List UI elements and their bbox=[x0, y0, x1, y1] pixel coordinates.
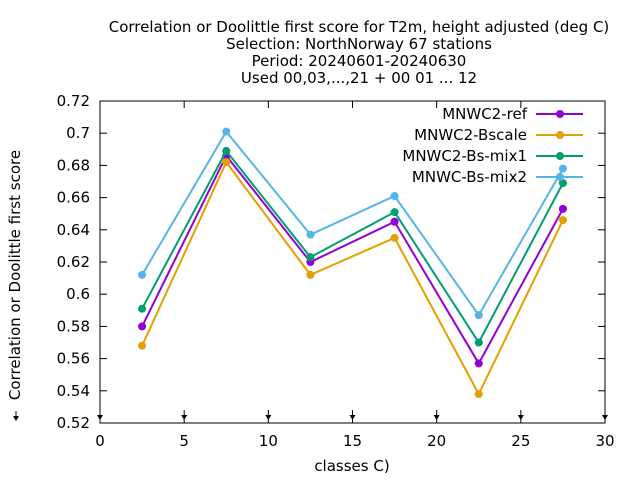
y-axis: 0.52 0.54 0.56 0.58 0.6 0.62 0.64 0.66 0.68 0.7 0.… bbox=[57, 92, 605, 432]
x-tick-label: 20 bbox=[427, 432, 446, 450]
y-axis-label-arrow bbox=[13, 411, 19, 421]
series-line bbox=[141, 153, 564, 366]
y-axis-label-arrow-head bbox=[13, 416, 19, 421]
y-tick-label: 0.66 bbox=[57, 189, 90, 207]
series-line bbox=[141, 160, 564, 397]
title-line-2: Selection: NorthNorway 67 stations bbox=[226, 35, 492, 53]
y-tick-label: 0.72 bbox=[57, 92, 90, 110]
legend-label: MNWC-Bs-mix2 bbox=[412, 168, 527, 186]
y-tick-label: 0.52 bbox=[57, 414, 90, 432]
x-tick-label: 0 bbox=[95, 432, 105, 450]
y-tick-label: 0.58 bbox=[57, 317, 90, 335]
y-tick-label: 0.68 bbox=[57, 156, 90, 174]
x-tick-arrow-head bbox=[265, 415, 272, 420]
x-tick-arrow-head bbox=[517, 415, 524, 420]
y-tick-label: 0.62 bbox=[57, 253, 90, 271]
x-tick-arrow-head bbox=[97, 415, 103, 420]
series-line bbox=[141, 129, 564, 317]
y-tick-label: 0.54 bbox=[57, 382, 90, 400]
title-line-1: Correlation or Doolittle first score for… bbox=[109, 18, 610, 36]
y-tick-label: 0.7 bbox=[66, 124, 90, 142]
title-line-3: Period: 20240601-20240630 bbox=[252, 52, 467, 70]
x-tick-label: 30 bbox=[595, 432, 614, 450]
series-mnwc2-bs-mix1 bbox=[138, 146, 567, 347]
y-axis-label: Correlation or Doolittle first score bbox=[6, 150, 24, 400]
x-tick-arrow-head bbox=[602, 415, 608, 420]
x-tick-arrow-head bbox=[181, 415, 188, 420]
chart-title: Correlation or Doolittle first score for… bbox=[109, 18, 610, 87]
legend-label: MNWC2-Bscale bbox=[414, 126, 527, 144]
x-tick-arrow-head bbox=[433, 415, 440, 420]
legend: MNWC2-ref MNWC2-Bscale MNWC2-Bs-mix1 MNWC-B… bbox=[402, 105, 583, 186]
legend-label: MNWC2-Bs-mix1 bbox=[402, 147, 527, 165]
legend-label: MNWC2-ref bbox=[442, 105, 527, 123]
x-tick-label: 25 bbox=[511, 432, 530, 450]
x-tick-label: 10 bbox=[259, 432, 278, 450]
x-tick-label: 5 bbox=[179, 432, 189, 450]
title-line-4: Used 00,03,...,21 + 00 01 ... 12 bbox=[241, 69, 477, 87]
x-axis-label: classes C) bbox=[314, 457, 389, 475]
x-tick-arrow-head bbox=[349, 415, 356, 420]
y-tick-label: 0.6 bbox=[66, 285, 90, 303]
x-axis: 0 5 10 15 20 25 30 bbox=[95, 101, 615, 450]
plot-frame bbox=[99, 100, 606, 424]
series-group bbox=[138, 127, 567, 399]
series-line bbox=[141, 149, 564, 345]
y-tick-label: 0.56 bbox=[57, 350, 90, 368]
y-tick-label: 0.64 bbox=[57, 221, 90, 239]
x-tick-label: 15 bbox=[343, 432, 362, 450]
series-mnwc2-bscale bbox=[138, 158, 567, 399]
series-mnwc-bs-mix2 bbox=[138, 127, 567, 320]
